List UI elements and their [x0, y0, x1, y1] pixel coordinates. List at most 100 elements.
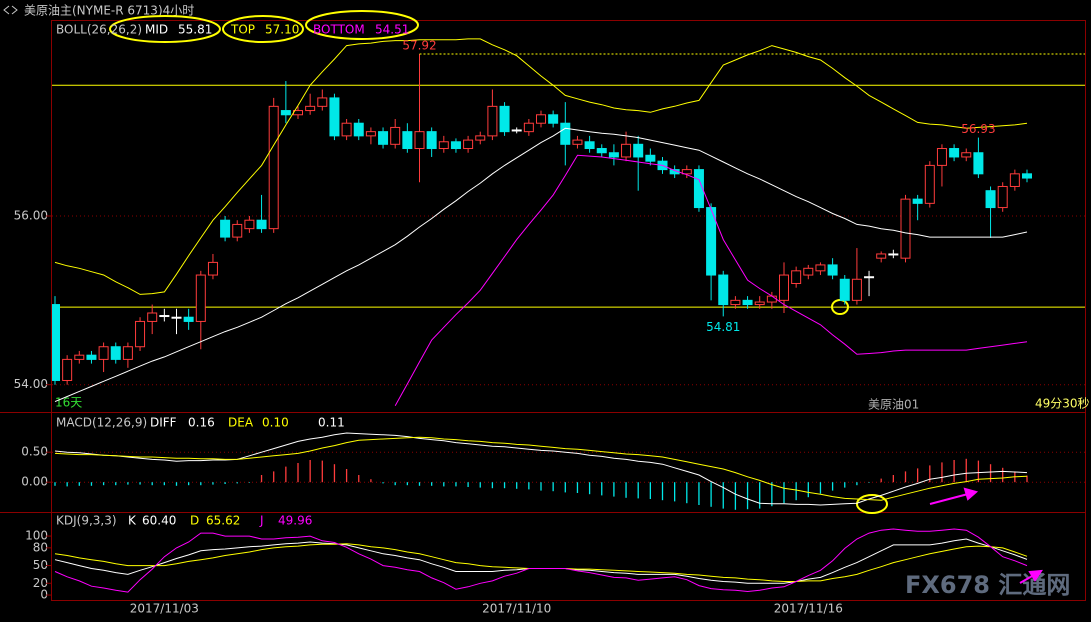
plot-area	[52, 38, 1085, 407]
watermark: FX678 汇通网	[905, 571, 1070, 599]
y-tick-label: 100	[25, 529, 48, 543]
candle-body	[572, 139, 583, 145]
candle-body	[936, 148, 947, 166]
candle-body	[742, 299, 753, 306]
candle-body	[1009, 173, 1020, 187]
candle-body	[62, 358, 73, 381]
candle-body	[98, 346, 109, 360]
extreme-label: 56.93	[961, 122, 995, 136]
contract-label: 美原油01	[868, 398, 919, 412]
candle-body	[353, 122, 364, 137]
candle-body	[851, 278, 862, 301]
y-tick-label: 0.00	[21, 475, 48, 489]
candle-body	[402, 131, 413, 150]
candle-body	[888, 253, 899, 256]
candle-body	[256, 219, 267, 230]
candle-body	[305, 105, 316, 112]
indicator-label: MACD(12,26,9)	[56, 416, 147, 430]
x-tick-label: 2017/11/10	[482, 602, 551, 616]
candle-body	[693, 169, 704, 209]
y-tick-label: 50	[33, 558, 48, 572]
y-tick-label: 80	[33, 540, 48, 554]
legend-value: 55.81	[178, 23, 212, 37]
indicator-label: BOLL(26,26,2)	[56, 23, 142, 37]
candle-body	[548, 114, 559, 124]
candle-body	[135, 320, 146, 348]
candle-body	[523, 122, 534, 133]
timer-label: 49分30秒	[1035, 397, 1090, 411]
candle-body	[766, 295, 777, 303]
legend-value: 54.51	[375, 23, 409, 37]
candle-body	[827, 264, 838, 276]
plot-area	[52, 432, 1085, 510]
kdj-frame	[51, 512, 1086, 601]
candle-body	[414, 131, 425, 150]
legend-name: BOTTOM	[313, 23, 365, 37]
series-line	[394, 154, 1028, 407]
candle-body	[450, 141, 461, 150]
highlight-ellipse	[856, 494, 888, 514]
candle-body	[86, 354, 97, 360]
series-line	[54, 528, 1028, 593]
candle-body	[159, 315, 170, 318]
candle-body	[463, 139, 474, 150]
y-tick-label: 0.50	[21, 445, 48, 459]
candle-body	[791, 270, 802, 284]
user-arrows	[929, 487, 1043, 584]
candle-body	[426, 131, 437, 150]
legend-name: MID	[145, 23, 168, 37]
candle-body	[122, 346, 133, 360]
candle-body	[268, 105, 279, 230]
candle-body	[779, 274, 789, 301]
legend-value: 65.62	[206, 514, 240, 528]
extreme-label: 54.81	[706, 320, 740, 334]
series-line	[54, 38, 1028, 295]
candle-body	[839, 278, 850, 301]
legend-value: 0.10	[262, 416, 289, 430]
x-tick-label: 2017/11/16	[774, 602, 843, 616]
candle-body	[997, 185, 1008, 209]
highlight-ellipse	[222, 15, 304, 43]
legend-value: 0.16	[188, 416, 215, 430]
candle-body	[985, 190, 996, 209]
candle-body	[52, 304, 60, 381]
extreme-label: 57.92	[402, 39, 436, 53]
highlight-ellipse	[305, 10, 419, 40]
arrow-head	[963, 487, 979, 501]
candle-body	[973, 152, 984, 175]
candle-body	[183, 316, 194, 322]
y-tick-label: 0	[40, 588, 48, 602]
legend-value: 0.11	[318, 416, 345, 430]
candle-body	[390, 126, 401, 145]
candle-body	[536, 114, 546, 124]
series-line	[54, 436, 1028, 501]
candle-body	[633, 143, 644, 158]
series-line	[54, 127, 1028, 403]
candle-body	[754, 301, 765, 306]
arrow	[929, 493, 969, 505]
candle-body	[730, 299, 741, 306]
legend-name: TOP	[230, 23, 255, 37]
candle-body	[815, 264, 826, 272]
candle-body	[560, 122, 571, 145]
nav-icon[interactable]	[3, 5, 18, 15]
legend-name: DIFF	[150, 416, 177, 430]
candle-body	[949, 148, 960, 158]
series-line	[54, 432, 1028, 506]
y-tick-label: 56.00	[14, 209, 48, 223]
candle-body	[1022, 173, 1032, 179]
candle-body	[438, 141, 449, 150]
candle-body	[924, 164, 935, 204]
x-tick-label: 2017/11/03	[130, 602, 199, 616]
candle-body	[718, 274, 729, 306]
legend-value: 60.40	[142, 514, 176, 528]
candle-body	[803, 267, 814, 276]
candle-body	[110, 346, 121, 360]
candle-body	[244, 219, 255, 230]
candle-body	[207, 261, 218, 276]
panel-frames	[0, 20, 1086, 601]
legend-name: D	[190, 514, 199, 528]
